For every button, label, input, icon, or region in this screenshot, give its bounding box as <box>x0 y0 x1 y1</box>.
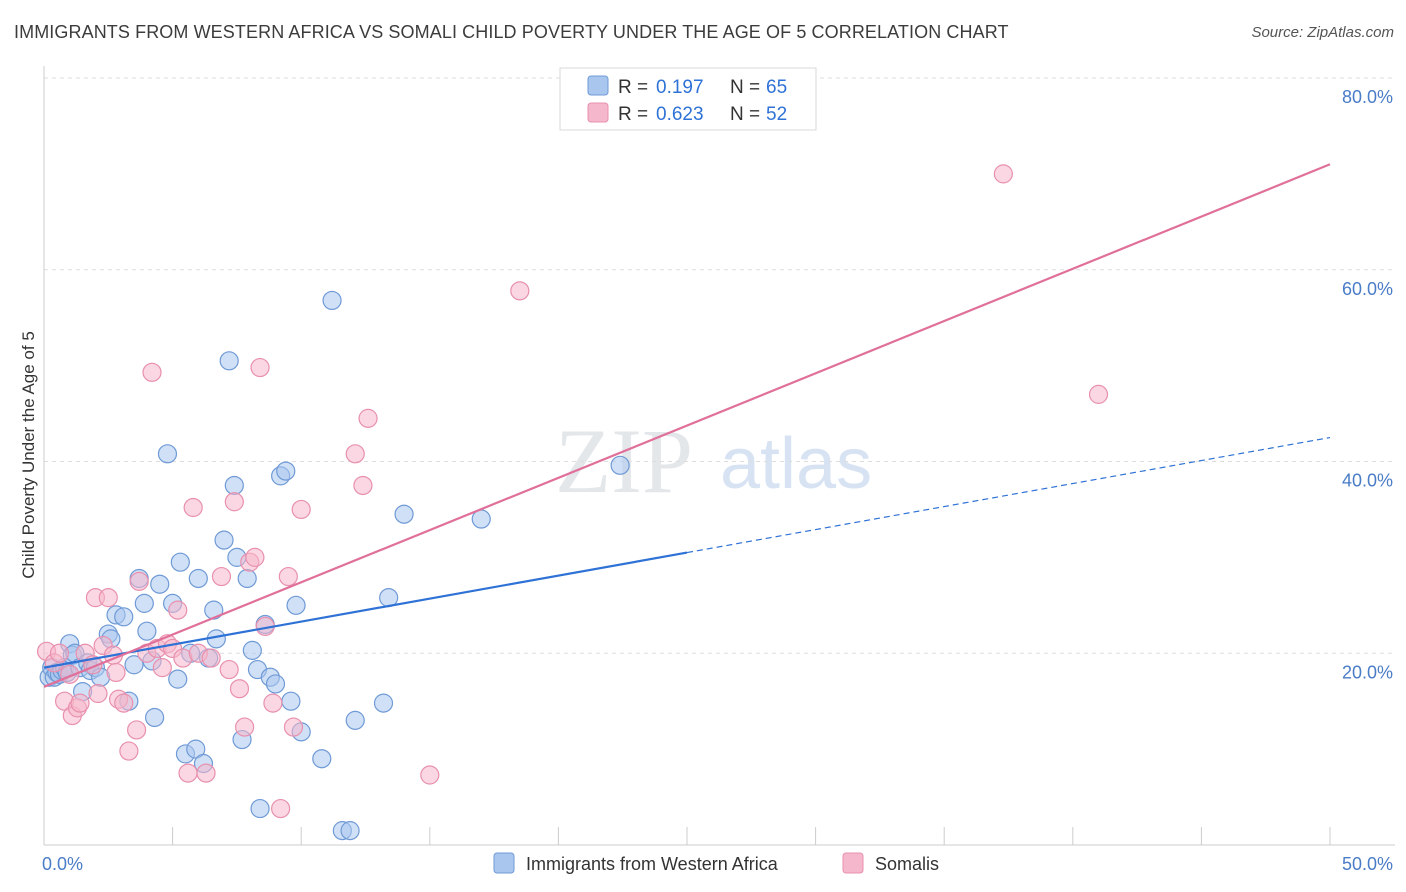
legend-swatch-somalis <box>587 102 609 123</box>
point-somalis <box>263 693 283 713</box>
point-western-africa <box>373 693 394 713</box>
legend-swatch-western-africa <box>587 75 609 96</box>
legend-r-label-western-africa: R = <box>618 77 648 98</box>
legend-n-value-western-africa: 65 <box>766 77 787 98</box>
point-western-africa <box>144 707 165 728</box>
legend-r-value-western-africa: 0.197 <box>656 77 704 98</box>
point-western-africa <box>276 461 296 481</box>
point-somalis <box>993 164 1013 184</box>
point-western-africa <box>219 351 239 371</box>
point-western-africa <box>394 504 414 524</box>
x-tick-label-min: 0.0% <box>42 854 83 874</box>
point-somalis <box>219 659 239 680</box>
point-western-africa <box>114 607 134 627</box>
point-western-africa <box>237 568 257 589</box>
point-somalis <box>283 717 304 737</box>
bottom-legend: Immigrants from Western Africa Somalis <box>493 852 939 874</box>
point-somalis <box>211 566 232 587</box>
y-tick-label: 60.0% <box>1342 279 1393 299</box>
point-somalis <box>98 588 118 608</box>
point-western-africa <box>610 455 630 475</box>
point-somalis <box>129 571 149 591</box>
trend-lines <box>43 163 1331 688</box>
point-somalis <box>178 763 198 783</box>
point-somalis <box>70 693 90 713</box>
point-western-africa <box>250 798 270 819</box>
point-somalis <box>278 566 298 587</box>
trend-line-western-africa-extrapolated <box>686 436 1331 554</box>
legend-n-value-somalis: 52 <box>766 104 787 125</box>
point-somalis <box>510 281 530 301</box>
point-western-africa <box>340 821 360 841</box>
y-tick-label: 20.0% <box>1342 662 1393 682</box>
source-credit: Source: ZipAtlas.com <box>1251 24 1394 41</box>
point-western-africa <box>345 710 365 730</box>
point-somalis <box>119 741 139 761</box>
bottom-legend-label-western-africa: Immigrants from Western Africa <box>526 854 779 874</box>
point-somalis <box>1088 384 1109 404</box>
point-somalis <box>250 357 270 378</box>
point-western-africa <box>150 574 170 594</box>
point-western-africa <box>286 595 306 615</box>
series-somalis-points <box>36 164 1109 819</box>
point-somalis <box>106 662 126 683</box>
point-western-africa <box>214 530 234 550</box>
bottom-legend-swatch-somalis <box>842 852 864 874</box>
trend-line-western-africa <box>43 551 688 669</box>
x-tick-label-max: 50.0% <box>1342 854 1393 874</box>
point-somalis <box>126 720 147 740</box>
bottom-legend-label-somalis: Somalis <box>875 854 939 874</box>
point-western-africa <box>170 552 190 572</box>
point-somalis <box>353 475 373 496</box>
point-somalis <box>358 408 378 428</box>
point-western-africa <box>188 568 208 589</box>
point-western-africa <box>168 669 188 689</box>
point-somalis <box>183 497 203 518</box>
point-somalis <box>152 658 172 678</box>
point-western-africa <box>224 475 244 496</box>
point-somalis <box>201 648 221 668</box>
trend-line-somalis <box>43 163 1331 688</box>
y-tick-label: 80.0% <box>1342 87 1393 107</box>
chart-title: IMMIGRANTS FROM WESTERN AFRICA VS SOMALI… <box>14 22 1009 42</box>
point-western-africa <box>124 655 144 675</box>
point-western-africa <box>157 444 178 464</box>
point-western-africa <box>281 691 301 711</box>
point-somalis <box>420 765 440 785</box>
point-somalis <box>114 693 134 713</box>
point-somalis <box>224 492 244 512</box>
point-western-africa <box>265 674 286 694</box>
point-somalis <box>291 499 311 520</box>
y-axis-label: Child Poverty Under the Age of 5 <box>19 331 38 579</box>
legend-r-label-somalis: R = <box>618 104 648 125</box>
axes: 20.0% 40.0% 60.0% 80.0% 0.0% 50.0% <box>42 66 1395 874</box>
point-western-africa <box>137 621 157 641</box>
point-somalis <box>168 600 188 620</box>
point-somalis <box>88 683 108 704</box>
legend-r-value-somalis: 0.623 <box>656 104 704 125</box>
point-somalis <box>49 643 70 663</box>
legend-n-label-western-africa: N = <box>730 77 760 98</box>
point-somalis <box>271 798 291 819</box>
point-somalis <box>235 717 255 737</box>
point-somalis <box>345 444 365 464</box>
point-western-africa <box>134 593 154 613</box>
legend-n-label-somalis: N = <box>730 104 760 125</box>
point-somalis <box>196 763 216 783</box>
point-somalis <box>229 679 250 699</box>
bottom-legend-swatch-western-africa <box>493 852 515 874</box>
point-somalis <box>245 547 265 567</box>
watermark: ZIP atlas <box>555 410 872 512</box>
y-tick-label: 40.0% <box>1342 471 1393 491</box>
top-legend: R = 0.197 N = 65 R = 0.623 N = 52 <box>559 67 817 131</box>
point-western-africa <box>242 640 262 660</box>
point-somalis <box>142 362 162 382</box>
point-western-africa <box>204 600 224 620</box>
watermark-atlas: atlas <box>720 424 872 504</box>
point-western-africa <box>322 290 342 311</box>
point-western-africa <box>312 749 332 769</box>
